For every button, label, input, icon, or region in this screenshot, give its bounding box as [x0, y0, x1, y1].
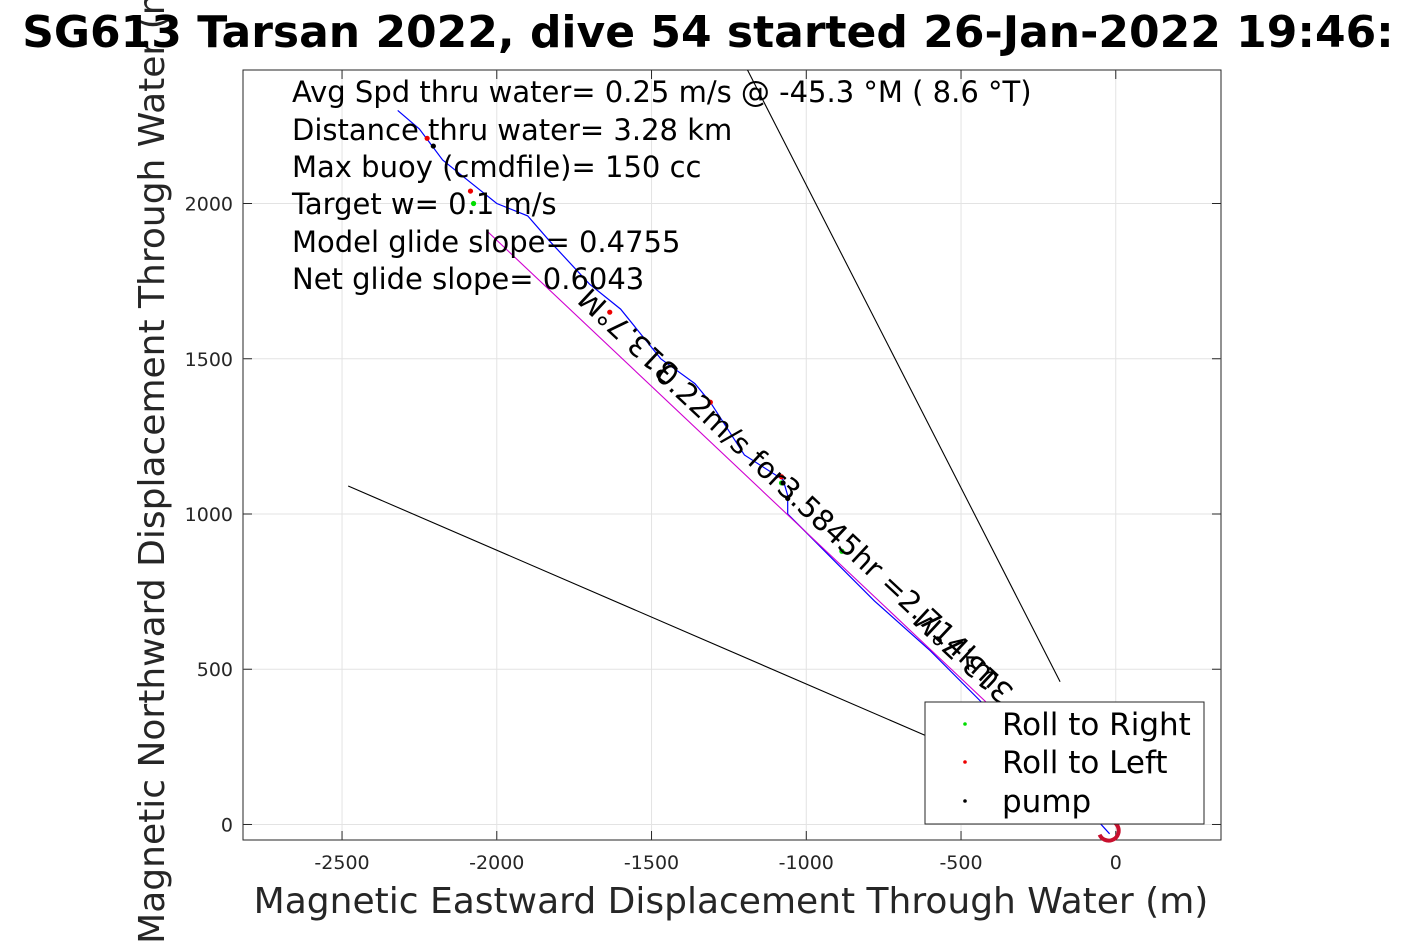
info-target-w: Target w= 0.1 m/s	[291, 187, 557, 221]
y-tick-label: 0	[221, 814, 233, 836]
roll-pump-markers	[424, 135, 845, 554]
legend-box	[924, 701, 1205, 825]
roll-left-point	[707, 399, 713, 405]
roll-left-point	[607, 309, 613, 315]
info-max-buoy: Max buoy (cmdfile)= 150 cc	[292, 150, 701, 184]
y-tick-label: 1000	[185, 504, 233, 526]
roll-right-point	[470, 200, 477, 207]
pump-point	[430, 143, 436, 149]
y-tick-label: 500	[197, 659, 233, 681]
pump-point	[780, 480, 786, 486]
x-tick-label: -500	[939, 852, 982, 874]
roll-left-point	[467, 188, 474, 194]
roll-left-point	[424, 135, 430, 141]
legend-roll-right-marker	[963, 722, 967, 726]
x-tick-label: -1000	[779, 852, 834, 874]
info-net-glide-slope: Net glide slope= 0.6043	[292, 262, 644, 296]
x-tick-label: -2000	[469, 852, 524, 874]
x-axis-label: Magnetic Eastward Displacement Through W…	[254, 881, 1209, 922]
legend-roll-right-label: Roll to Right	[1002, 707, 1191, 743]
series-line-2	[747, 69, 1061, 682]
x-tick-label: -1500	[624, 852, 679, 874]
legend: Roll to Right Roll to Left pump	[924, 701, 1205, 825]
info-avg-speed: Avg Spd thru water= 0.25 m/s @ -45.3 °M …	[292, 75, 1032, 109]
roll-right-point	[839, 548, 845, 554]
info-distance: Distance thru water= 3.28 km	[292, 113, 732, 147]
y-tick-label: 2000	[185, 194, 233, 216]
y-tick-label: 1500	[185, 349, 233, 371]
legend-pump-marker	[963, 799, 967, 803]
info-model-glide-slope: Model glide slope= 0.4755	[292, 225, 680, 259]
x-tick-label: 0	[1110, 852, 1122, 874]
pump-point	[785, 495, 791, 502]
legend-pump-label: pump	[1002, 784, 1091, 820]
series-line-3	[347, 485, 931, 739]
legend-roll-left-label: Roll to Left	[1002, 745, 1168, 781]
roll-left-point	[778, 474, 785, 480]
legend-roll-left-marker	[963, 760, 967, 764]
y-axis-label: Magnetic Northward Displacement Through …	[132, 0, 173, 944]
chart-title: SG613 Tarsan 2022, dive 54 started 26-Ja…	[22, 7, 1394, 58]
axis-ticks: -2500 -2000 -1500 -1000 -500 0 0 500 1000 1500 200…	[185, 70, 1221, 874]
x-tick-label: -2500	[314, 852, 369, 874]
